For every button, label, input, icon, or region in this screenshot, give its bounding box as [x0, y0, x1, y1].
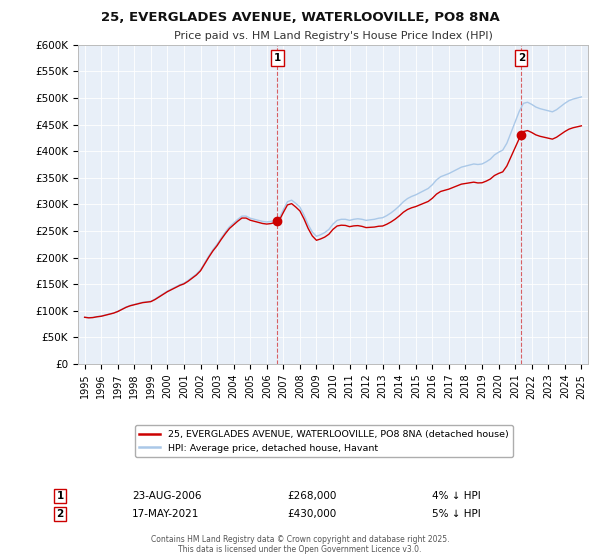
Text: 1: 1	[274, 53, 281, 63]
Text: 23-AUG-2006: 23-AUG-2006	[132, 491, 202, 501]
Text: 4% ↓ HPI: 4% ↓ HPI	[432, 491, 481, 501]
Title: Price paid vs. HM Land Registry's House Price Index (HPI): Price paid vs. HM Land Registry's House …	[173, 31, 493, 41]
Text: 2: 2	[56, 509, 64, 519]
Text: £430,000: £430,000	[287, 509, 337, 519]
Text: 25, EVERGLADES AVENUE, WATERLOOVILLE, PO8 8NA: 25, EVERGLADES AVENUE, WATERLOOVILLE, PO…	[101, 11, 499, 24]
Text: 1: 1	[56, 491, 64, 501]
Text: 2: 2	[518, 53, 525, 63]
Text: 17-MAY-2021: 17-MAY-2021	[132, 509, 199, 519]
Text: Contains HM Land Registry data © Crown copyright and database right 2025.
This d: Contains HM Land Registry data © Crown c…	[151, 535, 449, 554]
Text: £268,000: £268,000	[287, 491, 337, 501]
Text: 5% ↓ HPI: 5% ↓ HPI	[432, 509, 481, 519]
Legend: 25, EVERGLADES AVENUE, WATERLOOVILLE, PO8 8NA (detached house), HPI: Average pri: 25, EVERGLADES AVENUE, WATERLOOVILLE, PO…	[135, 425, 513, 458]
